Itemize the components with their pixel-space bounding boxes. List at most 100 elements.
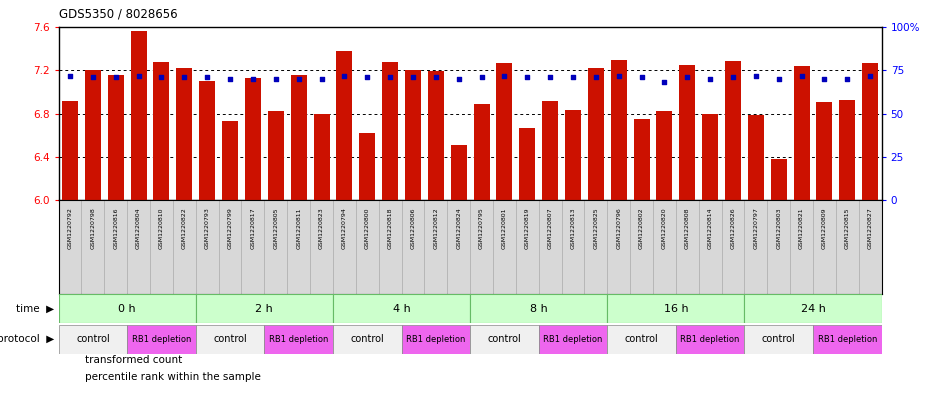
Bar <box>405 70 421 200</box>
Text: control: control <box>351 334 384 344</box>
Text: transformed count: transformed count <box>85 355 182 365</box>
Bar <box>519 128 536 200</box>
Bar <box>653 200 676 294</box>
Text: GSM1220820: GSM1220820 <box>662 208 667 249</box>
Bar <box>493 200 516 294</box>
Text: GSM1220797: GSM1220797 <box>753 208 758 250</box>
Bar <box>291 75 307 200</box>
Point <box>565 74 580 81</box>
Bar <box>451 145 467 200</box>
Point <box>154 74 169 81</box>
Text: control: control <box>76 334 110 344</box>
Point <box>680 74 695 81</box>
Text: time  ▶: time ▶ <box>16 304 54 314</box>
Text: GSM1220793: GSM1220793 <box>205 208 209 250</box>
Bar <box>153 62 169 200</box>
Bar <box>379 200 402 294</box>
Bar <box>657 111 672 200</box>
Bar <box>333 325 402 354</box>
Bar <box>127 200 150 294</box>
Text: RB1 depletion: RB1 depletion <box>681 335 740 344</box>
Bar <box>177 68 193 200</box>
Text: control: control <box>213 334 247 344</box>
Point <box>520 74 535 81</box>
Bar <box>402 325 470 354</box>
Point <box>360 74 375 81</box>
Bar <box>858 200 882 294</box>
Bar <box>565 110 581 200</box>
Text: control: control <box>625 334 658 344</box>
Bar <box>790 200 813 294</box>
Text: GSM1220815: GSM1220815 <box>844 208 850 249</box>
Point <box>429 74 444 81</box>
Bar <box>562 200 584 294</box>
Bar <box>470 294 607 323</box>
Text: 24 h: 24 h <box>801 304 826 314</box>
Point <box>291 76 306 82</box>
Bar <box>676 325 744 354</box>
Point <box>657 79 671 86</box>
Bar <box>722 200 744 294</box>
Bar <box>698 200 722 294</box>
Bar <box>676 200 698 294</box>
Text: GSM1220808: GSM1220808 <box>684 208 690 249</box>
Text: GSM1220806: GSM1220806 <box>410 208 416 249</box>
Text: GSM1220813: GSM1220813 <box>570 208 576 249</box>
Bar <box>447 200 470 294</box>
Bar <box>584 200 607 294</box>
Bar <box>104 200 127 294</box>
Bar <box>62 101 78 200</box>
Bar <box>538 325 607 354</box>
Point <box>62 72 77 79</box>
Bar <box>287 200 310 294</box>
Text: RB1 depletion: RB1 depletion <box>817 335 877 344</box>
Text: GSM1220805: GSM1220805 <box>273 208 278 249</box>
Bar <box>108 75 124 200</box>
Point <box>108 74 123 81</box>
Point <box>703 76 718 82</box>
Bar <box>59 325 127 354</box>
Text: GSM1220792: GSM1220792 <box>68 208 73 250</box>
Bar <box>817 102 832 200</box>
Bar <box>356 200 379 294</box>
Text: GSM1220809: GSM1220809 <box>822 208 827 249</box>
Point <box>314 76 329 82</box>
Bar <box>793 66 810 200</box>
Bar <box>337 51 352 200</box>
Point <box>794 72 809 79</box>
Bar <box>840 99 856 200</box>
Bar <box>538 200 562 294</box>
Text: GSM1220818: GSM1220818 <box>388 208 392 249</box>
Bar <box>767 200 790 294</box>
Bar <box>195 200 219 294</box>
Bar <box>813 325 882 354</box>
Bar <box>516 200 538 294</box>
Bar <box>242 200 264 294</box>
Text: GSM1220798: GSM1220798 <box>90 208 96 249</box>
Point <box>611 72 626 79</box>
Point <box>451 76 466 82</box>
Text: GSM1220812: GSM1220812 <box>433 208 438 249</box>
Bar <box>607 325 676 354</box>
Point <box>222 76 237 82</box>
Bar <box>130 31 147 200</box>
Text: GSM1220824: GSM1220824 <box>457 208 461 249</box>
Bar <box>382 62 398 200</box>
Bar <box>222 121 238 200</box>
Point <box>269 76 284 82</box>
Bar <box>679 65 696 200</box>
Bar <box>470 200 493 294</box>
Text: GSM1220821: GSM1220821 <box>799 208 804 249</box>
Bar <box>199 81 215 200</box>
Point <box>246 76 260 82</box>
Bar <box>633 119 649 200</box>
Point <box>543 74 558 81</box>
Bar <box>744 325 813 354</box>
Point <box>200 74 215 81</box>
Bar <box>744 200 767 294</box>
Text: GDS5350 / 8028656: GDS5350 / 8028656 <box>59 8 178 21</box>
Point <box>177 74 192 81</box>
Point <box>86 74 100 81</box>
Bar <box>836 200 858 294</box>
Bar <box>611 59 627 200</box>
